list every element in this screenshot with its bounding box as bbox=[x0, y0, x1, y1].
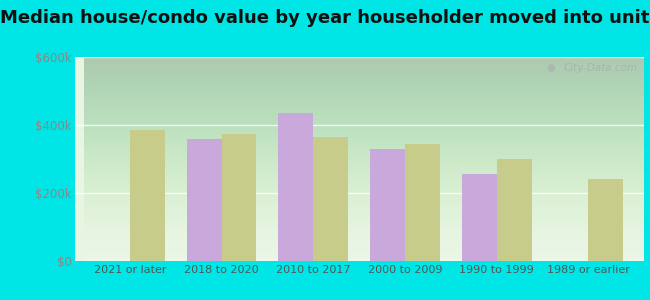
Bar bbox=[187, 139, 222, 261]
Text: ●: ● bbox=[547, 63, 555, 73]
Bar bbox=[462, 174, 497, 261]
Text: Median house/condo value by year householder moved into unit: Median house/condo value by year househo… bbox=[0, 9, 650, 27]
Bar bbox=[370, 149, 405, 261]
Bar bbox=[278, 113, 313, 261]
Bar bbox=[497, 159, 532, 261]
Bar bbox=[588, 179, 623, 261]
Bar bbox=[222, 134, 256, 261]
Legend: Daleville, Virginia: Daleville, Virginia bbox=[276, 297, 443, 300]
Bar bbox=[130, 130, 164, 261]
Bar bbox=[405, 144, 440, 261]
Bar bbox=[313, 137, 348, 261]
Text: City-Data.com: City-Data.com bbox=[564, 63, 638, 73]
